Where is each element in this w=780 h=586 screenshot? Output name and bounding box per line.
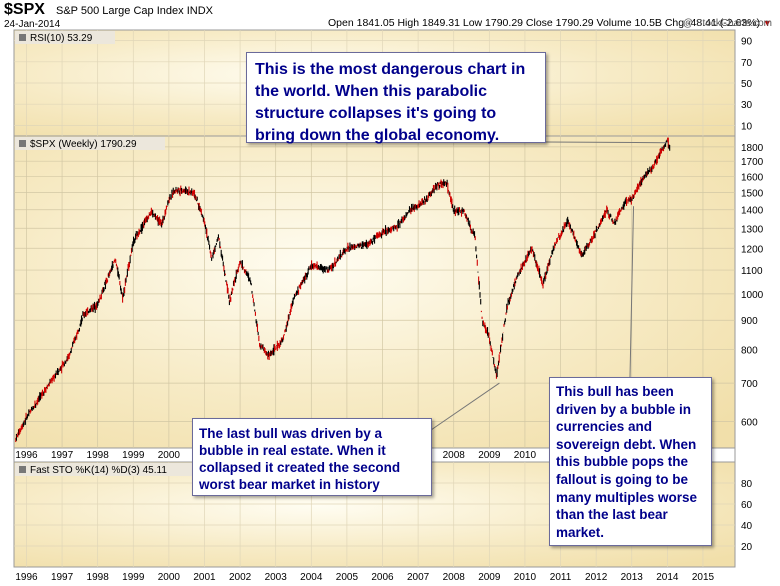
- rsi-tick-label: 90: [741, 37, 753, 48]
- price-tick-label: 1100: [741, 266, 763, 277]
- pointer-top: [545, 141, 668, 144]
- index-full-name: S&P 500 Large Cap Index: [56, 5, 184, 17]
- bottom-year-tick-label: 2009: [478, 572, 501, 583]
- price-tick-label: 1000: [741, 290, 764, 301]
- chart-date: 24-Jan-2014: [4, 19, 61, 30]
- down-triangle-icon: ▼: [762, 18, 772, 28]
- sto-tick-label: 20: [741, 542, 753, 553]
- year-tick-label: 2008: [443, 450, 466, 461]
- index-name: S&P 500 Large Cap Index INDX: [56, 5, 213, 17]
- price-tick-label: 1400: [741, 206, 764, 217]
- price-tick-label: 900: [741, 316, 758, 327]
- bottom-year-tick-label: 2015: [692, 572, 715, 583]
- callout-currency-bubble: This bull has been driven by a bubble in…: [549, 377, 712, 546]
- year-tick-label: 2009: [478, 450, 501, 461]
- year-tick-label: 2010: [514, 450, 537, 461]
- bottom-year-tick-label: 2008: [443, 572, 466, 583]
- rsi-tick-label: 70: [741, 58, 753, 69]
- pointer-right: [629, 206, 635, 378]
- bottom-year-tick-label: 2007: [407, 572, 430, 583]
- bottom-year-tick-label: 2006: [371, 572, 394, 583]
- symbol-title: $SPX: [4, 1, 45, 18]
- price-tick-label: 1500: [741, 188, 764, 199]
- bottom-year-tick-label: 2012: [585, 572, 608, 583]
- rsi-tick-label: 10: [741, 121, 753, 132]
- year-tick-label: 2000: [158, 450, 181, 461]
- sto-tick-label: 60: [741, 500, 753, 511]
- bottom-year-tick-label: 2000: [158, 572, 181, 583]
- callout-dangerous-chart: This is the most dangerous chart in the …: [246, 52, 546, 144]
- price-tick-label: 1600: [741, 172, 764, 183]
- rsi-label-bar: [15, 31, 115, 44]
- bottom-year-tick-label: 2001: [193, 572, 216, 583]
- price-stats: Open 1841.05 High 1849.31 Low 1790.29 Cl…: [328, 17, 772, 29]
- price-tick-label: 1800: [741, 143, 764, 154]
- bottom-year-tick-label: 2013: [621, 572, 644, 583]
- year-tick-label: 1999: [122, 450, 145, 461]
- sto-tick-label: 40: [741, 521, 753, 532]
- stochastic-label: Fast STO %K(14) %D(3) 45.11: [30, 465, 167, 476]
- rsi-label: RSI(10) 53.29: [30, 33, 93, 44]
- bottom-year-tick-label: 1998: [87, 572, 110, 583]
- year-tick-label: 1996: [15, 450, 38, 461]
- bottom-year-tick-label: 1996: [15, 572, 38, 583]
- year-tick-label: 1998: [87, 450, 110, 461]
- pointer-left: [430, 382, 500, 431]
- price-tick-label: 1200: [741, 244, 764, 255]
- bottom-year-tick-label: 2003: [265, 572, 288, 583]
- rsi-label-swatch-icon: [19, 34, 26, 41]
- stochastic-label-swatch-icon: [19, 466, 26, 473]
- year-tick-label: 1997: [51, 450, 74, 461]
- callout-real-estate-bubble: The last bull was driven by a bubble in …: [192, 418, 432, 496]
- price-series-label: $SPX (Weekly) 1790.29: [30, 139, 137, 150]
- stochastic-label-bar: [15, 463, 200, 476]
- bottom-year-tick-label: 2010: [514, 572, 537, 583]
- bottom-year-tick-label: 2004: [300, 572, 323, 583]
- exchange-label: INDX: [186, 5, 213, 17]
- price-tick-label: 600: [741, 418, 758, 429]
- price-tick-label: 700: [741, 379, 758, 390]
- bottom-year-tick-label: 2014: [656, 572, 679, 583]
- rsi-tick-label: 30: [741, 100, 753, 111]
- bottom-year-tick-label: 2011: [550, 572, 572, 583]
- rsi-tick-label: 50: [741, 79, 753, 90]
- sto-tick-label: 80: [741, 479, 753, 490]
- bottom-year-tick-label: 1999: [122, 572, 145, 583]
- stats-text: Open 1841.05 High 1849.31 Low 1790.29 Cl…: [328, 17, 760, 29]
- price-series-label-swatch-icon: [19, 140, 26, 147]
- price-tick-label: 1300: [741, 224, 764, 235]
- price-tick-label: 800: [741, 346, 758, 357]
- bottom-year-tick-label: 1997: [51, 572, 74, 583]
- watermark: @ StockCharts.com: [682, 18, 772, 29]
- bottom-year-tick-label: 2005: [336, 572, 359, 583]
- bottom-year-tick-label: 2002: [229, 572, 252, 583]
- price-tick-label: 1700: [741, 157, 764, 168]
- price-series-label-bar: [15, 137, 165, 150]
